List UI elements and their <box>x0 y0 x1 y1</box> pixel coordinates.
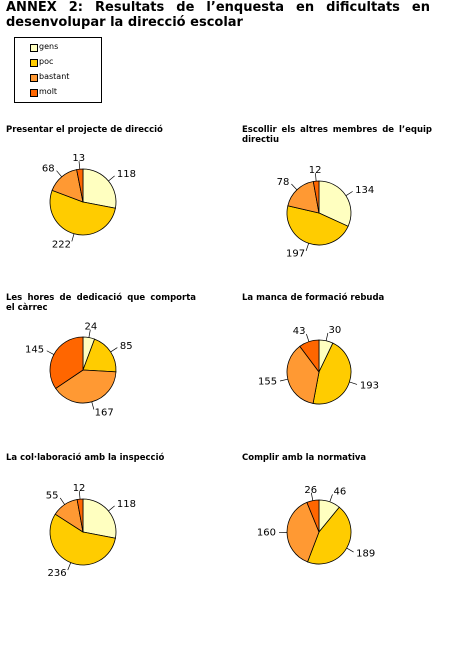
leader-line <box>108 505 115 512</box>
pie-slice <box>76 498 84 533</box>
leader-line <box>78 161 81 170</box>
value-label: 134 <box>355 185 374 196</box>
leader-line <box>279 378 288 382</box>
value-label: 222 <box>52 239 71 250</box>
leader-line <box>71 233 75 242</box>
value-label: 145 <box>25 344 44 355</box>
leader-line <box>67 562 72 571</box>
chart-title: La manca de formació rebuda <box>242 293 385 303</box>
value-label: 12 <box>73 483 86 494</box>
chart-title: Complir amb la normativa <box>242 453 367 463</box>
leader-line <box>310 492 314 501</box>
pie-slice <box>82 498 117 539</box>
value-label: 155 <box>258 377 277 388</box>
pie-slice <box>318 180 352 227</box>
value-label: 160 <box>257 527 276 538</box>
value-label: 193 <box>360 380 379 391</box>
leader-line <box>346 547 354 553</box>
value-label: 24 <box>84 322 97 333</box>
legend-entry: molt <box>30 87 57 97</box>
legend-entry: bastant <box>30 72 69 82</box>
value-label: 30 <box>329 325 342 336</box>
leader-line <box>325 332 329 341</box>
legend-entry: poc <box>30 57 53 67</box>
leader-line <box>56 170 62 178</box>
leader-line <box>78 491 81 500</box>
pie-slice <box>286 501 320 563</box>
value-label: 46 <box>333 487 346 498</box>
leader-line <box>59 497 65 505</box>
pie-slice <box>299 339 320 374</box>
chart-title: Presentar el projecte de direcció <box>6 125 163 135</box>
value-label: 68 <box>42 163 55 174</box>
leader-line <box>108 175 115 182</box>
leader-line <box>305 243 310 251</box>
legend-entry: gens <box>30 42 58 52</box>
pie-slice <box>49 189 116 236</box>
value-label: 236 <box>48 568 67 579</box>
leader-line <box>349 381 358 385</box>
leader-line <box>88 329 91 338</box>
leader-line <box>329 494 333 502</box>
legend-swatch <box>30 74 38 82</box>
value-label: 167 <box>95 407 114 418</box>
value-label: 55 <box>46 490 59 501</box>
leader-line <box>46 350 55 355</box>
value-label: 189 <box>356 549 375 560</box>
leader-line <box>291 183 298 191</box>
value-label: 197 <box>286 249 305 260</box>
leader-line <box>315 173 317 182</box>
pie-slice <box>286 205 349 246</box>
leader-line <box>110 347 118 353</box>
pie-slice <box>49 336 84 390</box>
value-label: 85 <box>120 341 133 352</box>
pie-slice <box>312 180 320 214</box>
leader-line <box>345 191 353 197</box>
value-label: 118 <box>117 499 136 510</box>
legend: gens poc bastant molt <box>14 37 102 103</box>
leader-line <box>91 401 95 410</box>
chart-title: La col·laboració amb la inspecció <box>6 453 165 463</box>
value-label: 118 <box>117 169 136 180</box>
pie-slice <box>82 338 117 373</box>
legend-swatch <box>30 89 38 97</box>
chart-title: Les hores de dedicació que comporta el c… <box>6 293 196 313</box>
chart-title: Escollir els altres membres de l’equip d… <box>242 125 432 145</box>
value-label: 12 <box>309 165 322 176</box>
leader-line <box>306 333 310 342</box>
heading: ANNEX 2: Resultats de l’enquesta en difi… <box>6 0 430 30</box>
value-label: 78 <box>277 177 290 188</box>
value-label: 13 <box>72 153 85 164</box>
value-label: 43 <box>293 326 306 337</box>
pie-slice <box>49 513 116 566</box>
pie-slice <box>55 369 117 404</box>
pie-slice <box>82 168 117 209</box>
legend-swatch <box>30 44 38 52</box>
legend-swatch <box>30 59 38 67</box>
value-label: 26 <box>304 485 317 496</box>
